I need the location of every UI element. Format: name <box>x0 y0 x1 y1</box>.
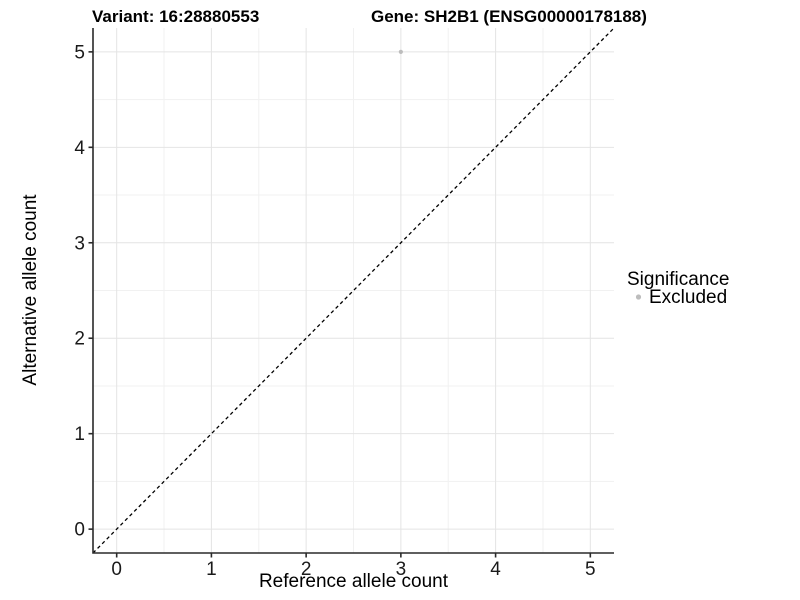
x-tick-label: 4 <box>490 559 501 580</box>
plot-title-variant: Variant: 16:28880553 <box>92 7 259 26</box>
legend-title: Significance <box>627 269 729 290</box>
legend-point-icon <box>635 294 642 300</box>
x-axis-label: Reference allele count <box>259 571 449 592</box>
y-tick-label: 1 <box>74 424 85 445</box>
y-axis-label: Alternative allele count <box>20 194 41 386</box>
legend-item-label: Excluded <box>649 287 727 308</box>
points-layer <box>398 49 403 54</box>
x-tick-label: 0 <box>111 559 122 580</box>
tick-label-layer: 0 1 2 3 4 5 0 1 2 3 4 5 <box>74 42 595 580</box>
grid-layer <box>93 28 614 553</box>
y-tick-label: 0 <box>74 520 85 541</box>
x-tick-label: 3 <box>396 559 407 580</box>
axis-lines <box>92 28 614 554</box>
y-tick-label: 4 <box>74 138 85 159</box>
y-tick-label: 5 <box>74 42 85 63</box>
data-point <box>398 49 403 54</box>
x-tick-label: 2 <box>301 559 312 580</box>
plot-title-gene: Gene: SH2B1 (ENSG00000178188) <box>371 7 647 26</box>
legend: Significance Excluded <box>627 269 729 308</box>
y-tick-label: 3 <box>74 233 85 254</box>
axes-layer <box>88 28 614 558</box>
x-tick-label: 1 <box>206 559 217 580</box>
x-tick-label: 5 <box>585 559 596 580</box>
y-tick-label: 2 <box>74 329 85 350</box>
